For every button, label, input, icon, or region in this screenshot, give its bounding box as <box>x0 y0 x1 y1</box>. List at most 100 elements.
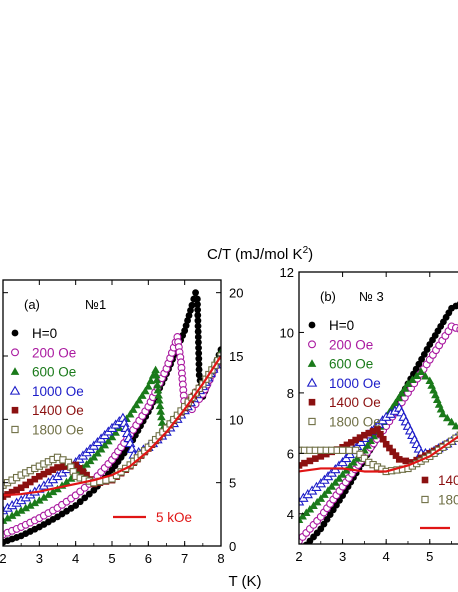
panel-b-series-600-oe-point <box>421 371 430 380</box>
panel-b-legend-label-600-oe: 600 Oe <box>329 357 373 372</box>
panel-b-series-1400-oe-point <box>392 452 400 459</box>
panel-a-series-1400-oe-point <box>13 486 20 494</box>
panel-a-series-h-0-point <box>194 306 202 314</box>
panel-a: 2 3 4 5 6 7 80 5 10 15 20 (a) №1 H=0 200 Oe 600 Oe 1000 … <box>0 279 243 566</box>
panel-a-series-1400-oe-point <box>36 473 43 480</box>
panel-a-plot-area <box>3 289 221 546</box>
panel-a-series-h-0-point <box>72 502 80 509</box>
panel-a-series-1400-oe-point <box>72 461 79 469</box>
panel-a-legend-label-5-koe: 5 kOe <box>156 510 192 525</box>
panel-a-series-600-oe-point <box>154 390 163 399</box>
panel-a-series-1400-oe-point <box>8 488 16 496</box>
panel-a-series-600-oe-point <box>30 498 40 507</box>
panel-b-series-600-oe-point <box>323 486 333 494</box>
panel-a-series-h-0-point <box>195 366 203 373</box>
panel-b-series-1800-oe-point <box>360 454 369 463</box>
panel-b-legend: H=0 200 Oe 600 Oe 1000 Oe 1400 Oe 1800 Oe 1400… <box>306 318 458 530</box>
panel-a-x-tick-label: 2 <box>0 551 7 566</box>
panel-b-x-tick-label: 5 <box>426 549 433 564</box>
panel-a-series-600-oe-point <box>12 508 21 517</box>
panel-b-legend-marker-1400-oe <box>308 398 316 406</box>
panel-a-sample-label: №1 <box>85 297 106 312</box>
panel-b-series-600-oe-point <box>391 398 400 407</box>
panel-a-series-h-0-point <box>194 317 202 325</box>
panel-a-series-h-0-point <box>188 301 196 309</box>
panel-b-series-600-oe-point <box>397 389 407 397</box>
panel-b-series-600-oe-point <box>334 474 344 482</box>
panel-a-series-600-oe-point <box>25 501 35 509</box>
panel-b-series-1400-oe-point <box>379 435 387 443</box>
panel-a-series-5-koe <box>3 355 221 497</box>
panel-a-series-h-0-point <box>193 295 201 303</box>
panel-b-series-600-oe-point <box>416 367 426 375</box>
panel-b-series-600-oe-point <box>447 417 456 426</box>
panel-b-series-1400-oe-point <box>386 444 393 452</box>
panel-b-legend-label-1000-oe: 1000 Oe <box>329 376 381 391</box>
panel-a-series-600-oe-point <box>153 385 163 394</box>
panel-a-series-1400-oe-point <box>49 466 57 473</box>
panel-b-series-600-oe-point <box>400 384 410 392</box>
panel-b-series-1400-oe-point <box>348 439 355 446</box>
panel-b-series-600-oe-point <box>438 409 448 418</box>
panel-b-series-1400-oe-point <box>352 436 359 444</box>
panel-b-series-1400-oe-point <box>365 429 373 437</box>
panel-b-series-600-oe-point <box>403 379 413 388</box>
panel-b-series-1400-oe-point <box>395 456 403 463</box>
panel-a-series-600-oe-point <box>131 400 141 409</box>
panel-a-series-1400-oe-point <box>60 463 67 470</box>
panel-a-series-600-oe-point <box>93 448 102 457</box>
panel-a-series-600-oe-point <box>7 511 17 519</box>
panel-a-series-h-0-point <box>194 322 202 330</box>
panel-b-series-5-koe <box>299 435 458 473</box>
panel-b-legend-marker-1800-oe <box>308 417 316 426</box>
panel-b-legend-marker-right-1800-oe <box>421 495 429 504</box>
panel-b-y-tick-label: 12 <box>280 265 294 280</box>
panel-b-series-600-oe-point <box>363 441 372 449</box>
panel-a-y-tick-label: 15 <box>229 349 243 364</box>
panel-a-series-h-0-point <box>194 311 202 319</box>
panel-a-series-600-oe-point <box>100 440 110 449</box>
x-axis-title: T (K) <box>228 573 261 590</box>
panel-a-y-tick-label: 0 <box>229 539 236 554</box>
panel-a-series-h-0-point <box>195 355 203 363</box>
panel-a-series-600-oe-point <box>156 407 165 415</box>
panel-b-series-1400-oe-point <box>306 457 314 465</box>
panel-a-series-600-oe-point <box>21 503 31 512</box>
panel-a-y-tick-label: 10 <box>229 412 243 427</box>
panel-b-series-1400-oe-point <box>382 440 390 448</box>
panel-b-series-600-oe-point <box>451 421 458 430</box>
panel-a-series-600-oe-point <box>125 409 135 418</box>
panel-a-legend-label-1000-oe: 1000 Oe <box>32 384 84 399</box>
panel-b-series-600-oe-point <box>442 413 452 422</box>
panel-a-legend-marker-600-oe <box>10 367 20 375</box>
panel-a-series-h-0-point <box>76 498 84 506</box>
panel-a-series-600-oe-point <box>155 401 165 410</box>
panel-a-series-h-0-point <box>192 289 199 297</box>
panel-a-series-1400-oe-point <box>22 481 30 489</box>
panel-a-series-600-oe-point <box>152 375 162 384</box>
panel-b-series-600-oe-point <box>316 494 326 502</box>
panel-a-series-h-0-point <box>195 371 203 379</box>
panel-b-series-1800-oe-point <box>356 450 364 458</box>
panel-b-x-tick-label: 3 <box>339 549 346 564</box>
panel-b-y-tick-label: 6 <box>287 446 294 461</box>
panel-b-x-tick-label: 4 <box>383 549 390 564</box>
panel-a-x-tick-label: 5 <box>108 551 115 566</box>
panel-a-series-600-oe-point <box>3 513 12 522</box>
panel-b: 2 3 4 5 4 6 8 10 12 (b) № 3 H=0 200 Oe 600 Oe 1000 Oe 1… <box>280 265 458 564</box>
panel-a-series-600-oe-point <box>153 380 162 389</box>
panel-a-series-600-oe-point <box>154 396 164 404</box>
panel-b-series-600-oe-point <box>394 393 403 402</box>
y-axis-title: C/T (mJ/mol K2) <box>207 245 313 263</box>
panel-a-series-600-oe-point <box>89 453 99 461</box>
panel-a-series-600-oe-point <box>151 370 161 379</box>
panel-a-x-tick-label: 8 <box>217 551 224 566</box>
panel-b-series-1800-oe-point <box>352 446 360 454</box>
panel-a-series-200-oe <box>3 333 221 539</box>
panel-b-series-1400-oe-point <box>402 457 410 465</box>
panel-b-series-600-oe-point <box>331 478 340 486</box>
panel-a-series-1400-oe-point <box>26 478 34 486</box>
panel-a-series-h-0-point <box>195 339 202 346</box>
panel-a-series-600-oe-point <box>141 386 150 395</box>
